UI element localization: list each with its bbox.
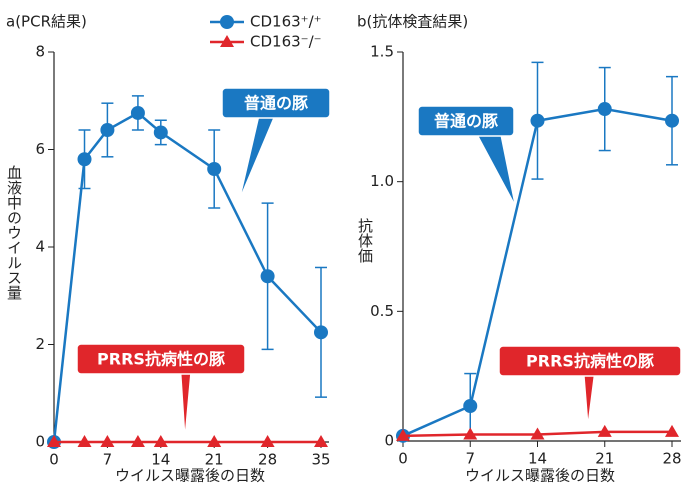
x-tick-label: 14: [151, 451, 170, 469]
y-tick-label: 2: [35, 335, 45, 353]
x-tick-label: 21: [205, 451, 224, 469]
y-tick-label: 6: [35, 140, 45, 158]
y-tick-label: 0: [35, 433, 45, 451]
marker: [463, 398, 478, 413]
marker: [47, 435, 61, 447]
x-tick-label: 14: [528, 450, 547, 468]
chart-title: a(PCR結果): [6, 13, 87, 31]
chart-title: b(抗体検査結果): [357, 13, 468, 31]
marker: [77, 435, 92, 447]
x-tick-label: 0: [398, 450, 408, 468]
legend-label: CD163⁺/⁺: [250, 13, 322, 31]
marker: [530, 113, 545, 128]
x-axis-label: ウイルス曝露後の日数: [465, 467, 615, 485]
marker: [100, 123, 115, 137]
marker: [207, 435, 222, 447]
callout-box: [76, 343, 246, 375]
y-tick-label: 8: [35, 43, 45, 61]
x-tick-label: 7: [103, 451, 113, 469]
y-tick-label: 0.5: [370, 302, 394, 320]
marker: [130, 105, 145, 120]
marker: [314, 435, 328, 447]
marker: [665, 113, 679, 128]
marker: [314, 325, 328, 340]
marker: [77, 152, 92, 167]
y-tick-label: 4: [35, 238, 45, 256]
legend-marker: [220, 15, 234, 29]
legend-marker: [220, 35, 234, 47]
x-axis-label: ウイルス曝露後の日数: [115, 467, 265, 485]
y-axis-label: 抗体価: [356, 218, 374, 263]
callout-text: PRRS抗病性の豚: [97, 350, 225, 369]
marker: [260, 435, 275, 447]
x-tick-label: 35: [311, 451, 330, 469]
marker: [396, 428, 410, 441]
marker: [597, 102, 612, 117]
callout-text: PRRS抗病性の豚: [526, 352, 654, 371]
marker: [665, 424, 679, 437]
callout-text: 普通の豚: [434, 112, 498, 131]
marker: [260, 269, 275, 284]
marker: [207, 162, 222, 176]
callout-box: [417, 105, 515, 137]
marker: [530, 427, 545, 440]
legend-label: CD163⁻/⁻: [250, 33, 322, 51]
marker: [153, 435, 168, 447]
marker: [130, 435, 145, 447]
marker: [597, 424, 612, 437]
x-tick-label: 7: [465, 450, 475, 468]
x-tick-label: 28: [662, 450, 681, 468]
x-tick-label: 0: [49, 451, 59, 469]
x-tick-label: 28: [258, 451, 277, 469]
callout-box: [221, 87, 331, 119]
marker: [153, 125, 168, 140]
y-tick-label: 0: [384, 432, 394, 450]
marker: [463, 427, 478, 440]
y-tick-label: 1.5: [370, 43, 394, 61]
y-tick-label: 1.0: [370, 172, 394, 190]
marker: [100, 435, 115, 447]
callout-box: [498, 345, 681, 377]
callout-text: 普通の豚: [244, 94, 308, 113]
y-axis-label: 血液中のウイルス量: [5, 165, 23, 300]
x-tick-label: 21: [595, 450, 614, 468]
